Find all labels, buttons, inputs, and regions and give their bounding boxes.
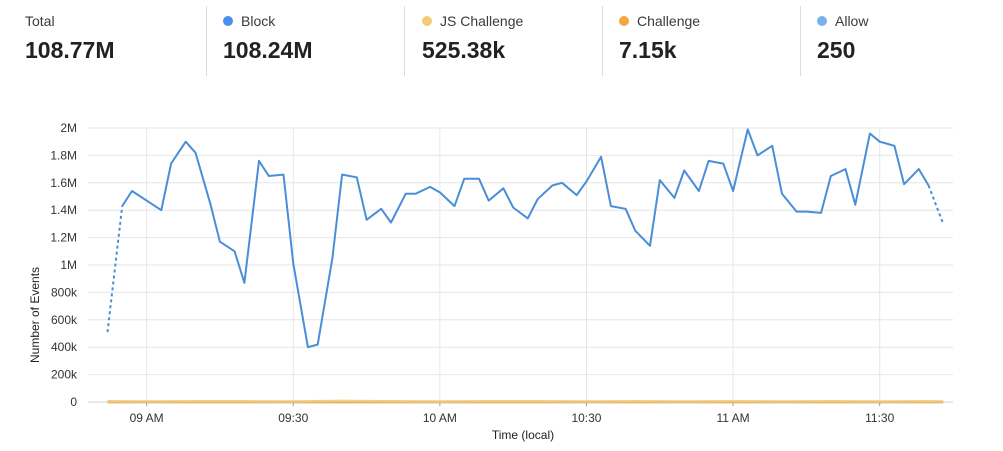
stat-divider (800, 6, 801, 76)
x-tick-label: 10:30 (571, 411, 601, 425)
stat-js-challenge-label: JS Challenge (440, 13, 524, 29)
y-tick-label: 2M (60, 121, 77, 135)
x-tick-label: 09 AM (130, 411, 164, 425)
stat-divider (602, 6, 603, 76)
y-tick-label: 200k (51, 368, 78, 382)
x-tick-label: 10 AM (423, 411, 457, 425)
y-tick-label: 1.2M (50, 231, 77, 245)
stat-challenge-label: Challenge (637, 13, 701, 29)
x-tick-label: 11 AM (717, 411, 750, 425)
chart-axes: 0 200k 400k 600k 800k 1M 1.2M 1.4M 1.6M 1.8M 2M 09 … (50, 121, 894, 425)
js-challenge-series-line (107, 399, 944, 403)
y-tick-label: 800k (51, 285, 78, 299)
js-challenge-legend-dot-icon (422, 16, 432, 26)
y-tick-label: 1M (60, 258, 77, 272)
block-series-edge-start (106, 205, 124, 333)
chart-grid (88, 127, 953, 403)
y-axis-title: Number of Events (28, 267, 42, 363)
stat-allow-value: 250 (817, 37, 856, 63)
y-tick-label: 400k (51, 340, 78, 354)
y-tick-label: 1.4M (50, 203, 77, 217)
x-tick-label: 09:30 (278, 411, 308, 425)
y-tick-label: 0 (70, 395, 77, 409)
stat-js-challenge-value: 525.38k (422, 37, 506, 63)
stat-total-value: 108.77M (25, 37, 115, 63)
stat-block-value: 108.24M (223, 37, 313, 63)
chart-series (106, 128, 945, 404)
x-tick-label: 11:30 (865, 411, 894, 425)
stat-divider (206, 6, 207, 76)
block-legend-dot-icon (223, 16, 233, 26)
events-line-chart[interactable]: 0 200k 400k 600k 800k 1M 1.2M 1.4M 1.6M 1.8M 2M 09 … (0, 110, 1003, 451)
stats-bar: Total 108.77M Block 108.24M JS Challenge… (0, 0, 1003, 76)
x-axis-title: Time (local) (492, 428, 554, 442)
block-series-line (121, 128, 930, 349)
stat-allow-label: Allow (835, 13, 869, 29)
stat-challenge-value: 7.15k (619, 37, 677, 63)
challenge-legend-dot-icon (619, 16, 629, 26)
allow-legend-dot-icon (817, 16, 827, 26)
y-tick-label: 600k (51, 313, 78, 327)
stat-divider (404, 6, 405, 76)
stat-total-label: Total (25, 13, 55, 29)
stat-block-label: Block (241, 13, 276, 29)
y-tick-label: 1.8M (50, 148, 77, 162)
y-tick-label: 1.6M (50, 176, 77, 190)
block-series-edge-end (927, 185, 945, 225)
